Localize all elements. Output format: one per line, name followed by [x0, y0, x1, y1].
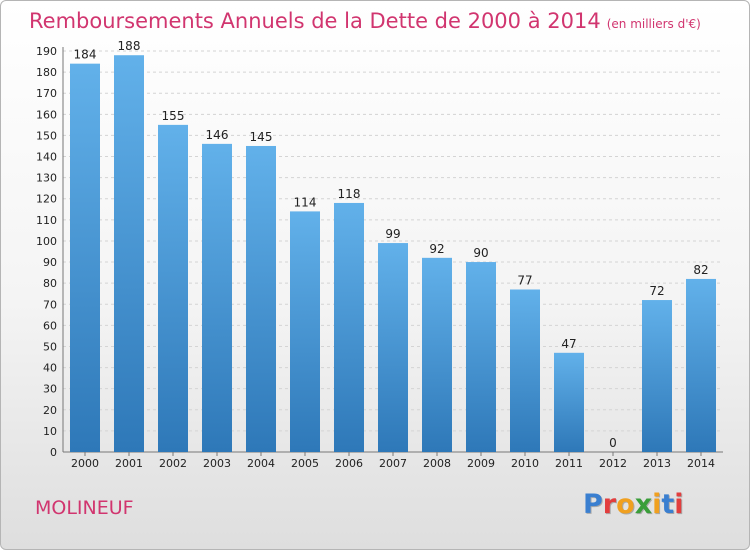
y-tick-label: 60 [43, 319, 57, 332]
bar-2005 [290, 211, 320, 452]
y-tick-label: 140 [36, 151, 57, 164]
bars [70, 55, 716, 453]
logo-letter: o [616, 489, 635, 520]
bar-2011 [554, 352, 584, 452]
logo-letter: i [652, 489, 662, 520]
y-tick-label: 110 [36, 214, 57, 227]
bar-label-2010: 77 [517, 273, 532, 287]
bar-2008 [422, 257, 452, 452]
bar-label-2008: 92 [429, 242, 444, 256]
y-tick-labels: 0 10 20 30 40 50 60 70 80 90 100 110 120 130 140 150 160… [36, 45, 57, 459]
y-tick-label: 190 [36, 45, 57, 58]
y-tick-label: 20 [43, 404, 57, 417]
bar-label-2009: 90 [473, 246, 488, 260]
y-tick-label: 40 [43, 362, 57, 375]
x-tick-label-2007: 2007 [379, 457, 407, 470]
bar-label-2004: 145 [250, 130, 273, 144]
bar-2002 [158, 124, 188, 453]
bar-2013 [642, 300, 672, 452]
bar-2004 [246, 145, 276, 452]
bar-2010 [510, 289, 540, 452]
x-tick-label-2003: 2003 [203, 457, 231, 470]
bar-label-2013: 72 [649, 284, 664, 298]
y-tick-label: 170 [36, 87, 57, 100]
x-tick-label-2002: 2002 [159, 457, 187, 470]
logo-letter: x [634, 489, 653, 520]
chart-title-text: Remboursements Annuels de la Dette de 20… [29, 9, 601, 33]
bar-label-2001: 188 [118, 39, 141, 53]
x-tick-labels: 2000 2001 2002 2003 2004 2005 2006 2007 2008 2009… [71, 457, 715, 470]
bar-label-2000: 184 [74, 48, 97, 62]
bar-2009 [466, 262, 496, 452]
bar-2006 [334, 202, 364, 452]
x-tick-label-2011: 2011 [555, 457, 583, 470]
bar-label-2003: 146 [206, 128, 229, 142]
x-tick-label-2013: 2013 [643, 457, 671, 470]
bar-2014 [686, 278, 716, 452]
y-tick-label: 10 [43, 425, 57, 438]
logo-letter: P [583, 489, 603, 520]
x-tick-label-2004: 2004 [247, 457, 275, 470]
x-tick-label-2005: 2005 [291, 457, 319, 470]
proxiti-logo: Proxiti [583, 489, 684, 520]
y-tick-label: 130 [36, 172, 57, 185]
chart-unit: (en milliers d'€) [606, 17, 701, 31]
bar-2000 [70, 63, 100, 453]
y-tick-label: 100 [36, 235, 57, 248]
chart-title: Remboursements Annuels de la Dette de 20… [29, 9, 701, 33]
bar-2001 [114, 55, 144, 452]
x-tick-label-2008: 2008 [423, 457, 451, 470]
x-tick-label-2000: 2000 [71, 457, 99, 470]
bar-label-2007: 99 [385, 227, 400, 241]
logo-letter: t [661, 489, 675, 520]
bar-label-2011: 47 [561, 337, 576, 351]
y-tick-label: 70 [43, 298, 57, 311]
y-tick-label: 80 [43, 277, 57, 290]
bar-label-2014: 82 [693, 263, 708, 277]
logo-letter: i [674, 489, 684, 520]
bar-label-2002: 155 [162, 109, 185, 123]
bar-value-labels: 184 188 155 146 145 114 118 99 92 90 77 47 0 72 82 [74, 39, 709, 450]
y-tick-label: 30 [43, 383, 57, 396]
bar-label-2012: 0 [609, 436, 617, 450]
y-tick-label: 90 [43, 256, 57, 269]
y-tick-label: 120 [36, 193, 57, 206]
x-tick-label-2006: 2006 [335, 457, 363, 470]
x-tick-label-2010: 2010 [511, 457, 539, 470]
commune-name: MOLINEUF [35, 497, 134, 519]
y-tick-label: 0 [50, 446, 57, 459]
y-tick-label: 50 [43, 340, 57, 353]
x-tick-label-2012: 2012 [599, 457, 627, 470]
x-tick-label-2009: 2009 [467, 457, 495, 470]
x-tick-label-2001: 2001 [115, 457, 143, 470]
bar-2007 [378, 243, 408, 452]
bar-2003 [202, 143, 232, 452]
bar-label-2005: 114 [294, 195, 317, 209]
y-tick-label: 150 [36, 129, 57, 142]
x-tick-label-2014: 2014 [687, 457, 715, 470]
y-tick-label: 180 [36, 66, 57, 79]
logo-letter: r [602, 489, 617, 520]
y-tick-label: 160 [36, 108, 57, 121]
bar-label-2006: 118 [338, 187, 361, 201]
